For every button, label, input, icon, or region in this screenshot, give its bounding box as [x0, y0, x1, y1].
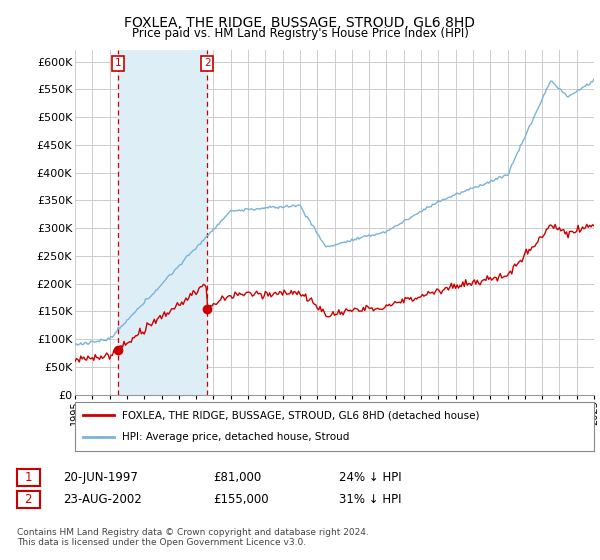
Text: 2: 2 [25, 493, 32, 506]
Text: Contains HM Land Registry data © Crown copyright and database right 2024.
This d: Contains HM Land Registry data © Crown c… [17, 528, 368, 547]
Text: Price paid vs. HM Land Registry's House Price Index (HPI): Price paid vs. HM Land Registry's House … [131, 27, 469, 40]
Text: FOXLEA, THE RIDGE, BUSSAGE, STROUD, GL6 8HD (detached house): FOXLEA, THE RIDGE, BUSSAGE, STROUD, GL6 … [122, 410, 479, 421]
Text: 31% ↓ HPI: 31% ↓ HPI [339, 493, 401, 506]
Text: 1: 1 [115, 58, 121, 68]
Text: 24% ↓ HPI: 24% ↓ HPI [339, 470, 401, 484]
Text: 23-AUG-2002: 23-AUG-2002 [63, 493, 142, 506]
Text: 1: 1 [25, 470, 32, 484]
Bar [118, 50, 207, 395]
Text: HPI: Average price, detached house, Stroud: HPI: Average price, detached house, Stro… [122, 432, 349, 442]
Text: £81,000: £81,000 [213, 470, 261, 484]
Text: 20-JUN-1997: 20-JUN-1997 [63, 470, 138, 484]
Text: FOXLEA, THE RIDGE, BUSSAGE, STROUD, GL6 8HD: FOXLEA, THE RIDGE, BUSSAGE, STROUD, GL6 … [125, 16, 476, 30]
Text: 2: 2 [204, 58, 211, 68]
Text: £155,000: £155,000 [213, 493, 269, 506]
